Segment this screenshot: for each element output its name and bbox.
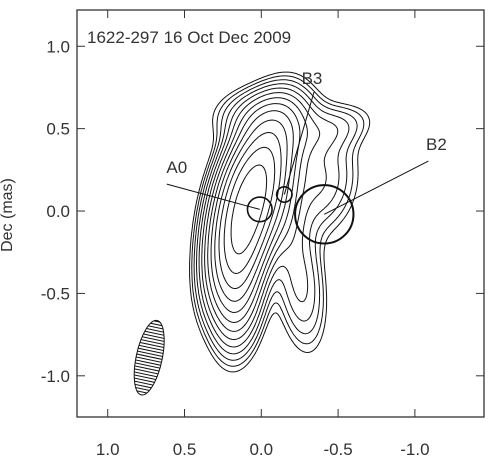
contour-level [223, 146, 276, 274]
beam-hatching [128, 317, 170, 398]
chart-title: 1622-297 16 Oct Dec 2009 [87, 28, 291, 47]
contour-level [210, 110, 294, 313]
plot-frame [76, 9, 485, 418]
x-tick-label: -0.5 [323, 440, 352, 459]
contour-lines [189, 71, 371, 373]
component-circle [246, 196, 273, 223]
model-components: A0 B3 B2 [166, 69, 447, 245]
y-tick-label: -1.0 [41, 367, 70, 386]
component-leader-line [324, 160, 429, 215]
contour-level [198, 87, 339, 348]
contour-level [204, 97, 308, 332]
y-axis-label: Dec (mas) [0, 178, 16, 252]
component-label: A0 [166, 158, 187, 177]
component-label: B2 [426, 135, 447, 154]
contour-level [201, 92, 321, 341]
y-tick-label: 1.0 [46, 37, 70, 56]
component-circle [294, 184, 355, 245]
component-label: B3 [302, 69, 323, 88]
contour-level [230, 164, 268, 255]
contour-level [189, 71, 371, 373]
contour-level [196, 83, 350, 355]
component-a0: A0 [166, 158, 273, 223]
component-leader-line [283, 92, 315, 195]
component-b3: B3 [275, 69, 323, 204]
y-tick-label: 0.5 [46, 120, 70, 139]
component-b2: B2 [294, 135, 447, 245]
x-tick-label: 0.0 [249, 440, 273, 459]
contour-level [214, 119, 288, 302]
axis-tick-labels: 1.0 0.5 0.0 -0.5 -1.0 1.0 0.5 0.0 -0.5 -1.0 [41, 37, 430, 459]
y-tick-label: 0.0 [46, 202, 70, 221]
component-leader-line [166, 183, 260, 210]
contour-level [218, 132, 282, 289]
x-tick-label: 1.0 [96, 440, 120, 459]
component-circle [275, 186, 293, 204]
x-tick-label: 0.5 [173, 440, 197, 459]
x-tick-label: -1.0 [400, 440, 429, 459]
restoring-beam [128, 317, 170, 398]
contour-level [191, 75, 365, 367]
axis-ticks [77, 10, 484, 417]
contour-level [193, 79, 358, 361]
y-tick-label: -0.5 [41, 284, 70, 303]
beam-outline [133, 319, 165, 396]
